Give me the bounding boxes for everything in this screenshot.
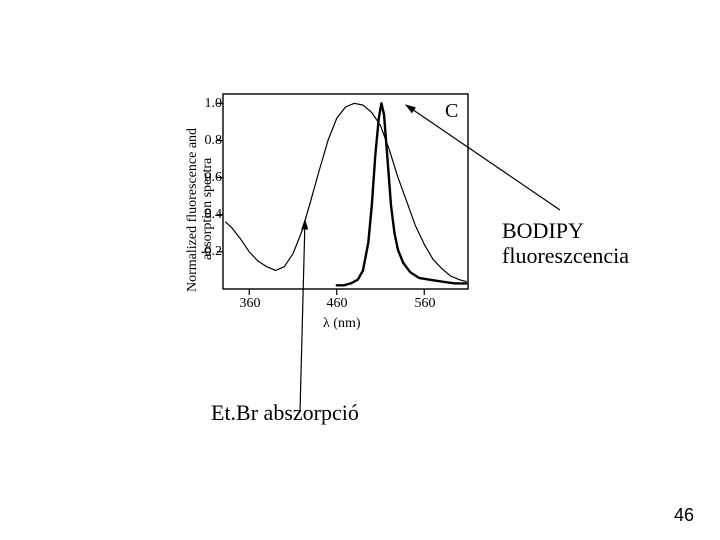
xtick-1: 460 bbox=[322, 296, 352, 312]
ytick-1: 0.4 bbox=[200, 207, 222, 223]
ytick-2: 0.6 bbox=[200, 170, 222, 186]
plot-svg bbox=[0, 0, 720, 420]
slide-number: 46 bbox=[674, 505, 694, 526]
ytick-4: 1.0 bbox=[200, 96, 222, 112]
xtick-2: 560 bbox=[410, 296, 440, 312]
annotation-bodipy: BODIPY fluoreszcencia bbox=[502, 218, 629, 269]
ytick-0: 0.2 bbox=[200, 244, 222, 260]
x-axis-label: λ (nm) bbox=[323, 316, 361, 332]
spectra-chart: Normalized fluorescence and absorption s… bbox=[0, 0, 720, 540]
panel-label: C bbox=[445, 100, 458, 123]
ytick-3: 0.8 bbox=[200, 133, 222, 149]
y-axis-label-line1: Normalized fluorescence and bbox=[185, 128, 201, 292]
annotation-etbr: Et.Br abszorpció bbox=[211, 400, 359, 425]
xtick-0: 360 bbox=[235, 296, 265, 312]
